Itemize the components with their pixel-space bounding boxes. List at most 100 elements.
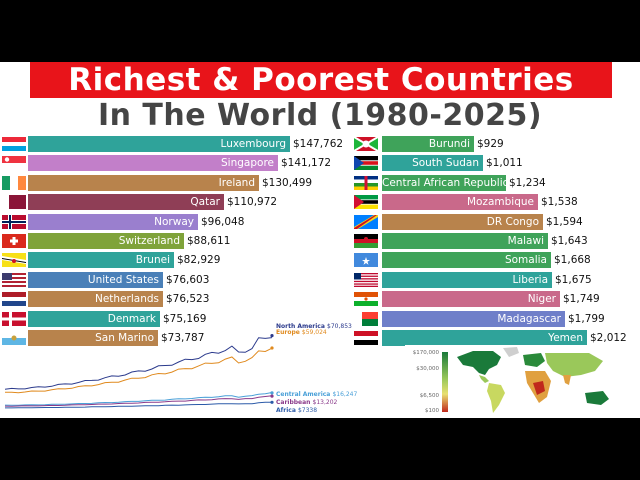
- line-africa: [5, 401, 273, 409]
- bar-value-label: $73,787: [161, 332, 205, 344]
- bar-value-label: $76,603: [166, 273, 210, 286]
- bar-value-label: $75,169: [163, 312, 207, 325]
- bar-value-label: $82,929: [177, 254, 221, 267]
- bar-value-label: $76,523: [166, 293, 210, 306]
- bar-dr-congo: DR Congo: [382, 213, 543, 230]
- ireland-flag: [2, 175, 26, 190]
- line-end-point: [270, 391, 274, 395]
- bar-south-sudan: South Sudan: [382, 155, 483, 172]
- australia-shape: [585, 391, 609, 405]
- niger-flag: [354, 292, 378, 307]
- line-end-point: [270, 400, 274, 404]
- mozambique-flag: [354, 195, 378, 210]
- central-america-shape: [479, 375, 489, 383]
- map-legend-bar: [442, 352, 448, 412]
- bar-qatar: Qatar: [28, 194, 224, 211]
- bar-niger: Niger: [382, 291, 560, 308]
- liberia-flag: [354, 272, 378, 287]
- south-america-shape: [487, 383, 505, 413]
- chart-frame: Richest & Poorest Countries In The World…: [0, 62, 640, 418]
- bar-norway: Norway: [28, 213, 198, 230]
- san-marino-flag: [2, 331, 26, 345]
- bar-value-label: $1,675: [555, 273, 592, 286]
- asia-shape: [545, 353, 603, 377]
- car-flag: [354, 175, 378, 190]
- title-line-2: In The World (1980-2025): [97, 98, 543, 133]
- bar-value-label: $1,668: [554, 254, 591, 267]
- bar-san-marino: San Marino: [28, 330, 158, 346]
- bar-value-label: $1,011: [486, 157, 523, 170]
- bar-value-label: $929: [477, 138, 504, 150]
- bar-netherlands: Netherlands: [28, 291, 163, 308]
- line-series-label: Central America $16,247: [276, 391, 357, 398]
- bar-value-label: $1,799: [568, 312, 605, 325]
- line-north-america: [4, 337, 273, 390]
- line-end-point: [270, 334, 274, 338]
- line-europe: [4, 347, 273, 394]
- india-shape: [563, 375, 571, 385]
- dr-congo-flag: [354, 214, 378, 229]
- bar-value-label: $1,538: [541, 196, 578, 209]
- yemen-flag: [354, 331, 378, 345]
- greenland-shape: [503, 347, 519, 357]
- line-series-label: North America $70,853: [276, 323, 352, 330]
- bar-burundi: Burundi: [382, 136, 474, 152]
- bar-yemen: Yemen: [382, 330, 587, 346]
- south-sudan-flag: [354, 156, 378, 171]
- bar-liberia: Liberia: [382, 271, 552, 288]
- map-legend-tick: $100: [425, 408, 439, 414]
- luxembourg-flag: [2, 137, 26, 151]
- brunei-flag: [2, 253, 26, 268]
- bar-singapore: Singapore: [28, 155, 278, 172]
- bar-value-label: $141,172: [281, 157, 332, 170]
- bar-central-african-republic: Central African Republic: [382, 174, 509, 191]
- bar-united-states: United States: [28, 271, 163, 288]
- bar-brunei: Brunei: [28, 252, 174, 269]
- bar-somalia: Somalia: [382, 252, 551, 269]
- line-central-america: [4, 392, 273, 406]
- world-map: $170,000 $30,000 $6,500 $100: [405, 345, 640, 418]
- singapore-flag: [2, 156, 26, 171]
- bar-denmark: Denmark: [28, 310, 160, 327]
- bar-value-label: $130,499: [262, 176, 313, 189]
- line-series-label: Caribbean $13,202: [276, 399, 338, 406]
- map-legend-tick: $170,000: [413, 350, 440, 356]
- bar-value-label: $1,749: [563, 293, 600, 306]
- bar-value-label: $1,643: [551, 235, 588, 247]
- line-end-point: [270, 394, 274, 398]
- line-end-point: [270, 346, 274, 350]
- switzerland-flag: [2, 234, 26, 248]
- bar-mozambique: Mozambique: [382, 194, 538, 211]
- usa-flag: [2, 272, 26, 287]
- bar-value-label: $1,594: [546, 215, 583, 228]
- bar-value-label: $96,048: [201, 215, 245, 228]
- qatar-flag: [2, 195, 26, 210]
- norway-flag: [2, 214, 26, 229]
- line-caribbean: [4, 395, 273, 407]
- line-series-label: Africa $7338: [276, 407, 317, 414]
- netherlands-flag: [2, 292, 26, 307]
- malawi-flag: [354, 234, 378, 248]
- bar-malawi: Malawi: [382, 233, 548, 249]
- europe-shape: [523, 353, 545, 367]
- somalia-flag: [354, 253, 378, 268]
- bar-value-label: $110,972: [227, 196, 278, 209]
- bar-luxembourg: Luxembourg: [28, 136, 290, 152]
- africa-central-shape: [533, 381, 545, 395]
- denmark-flag: [2, 311, 26, 326]
- bar-madagascar: Madagascar: [382, 310, 565, 327]
- map-legend-tick: $6,500: [420, 393, 440, 399]
- bar-switzerland: Switzerland: [28, 233, 184, 249]
- map-legend-tick: $30,000: [416, 366, 439, 372]
- line-series-label: Europe $59,024: [276, 329, 327, 336]
- bar-value-label: $147,762: [293, 138, 344, 150]
- bar-ireland: Ireland: [28, 174, 259, 191]
- map-continents: [457, 347, 609, 413]
- title-line-1: Richest & Poorest Countries: [30, 62, 612, 98]
- burundi-flag: [354, 137, 378, 151]
- north-america-shape: [457, 351, 501, 375]
- bar-value-label: $2,012: [590, 332, 627, 344]
- bar-value-label: $88,611: [187, 235, 231, 247]
- madagascar-flag: [354, 311, 378, 326]
